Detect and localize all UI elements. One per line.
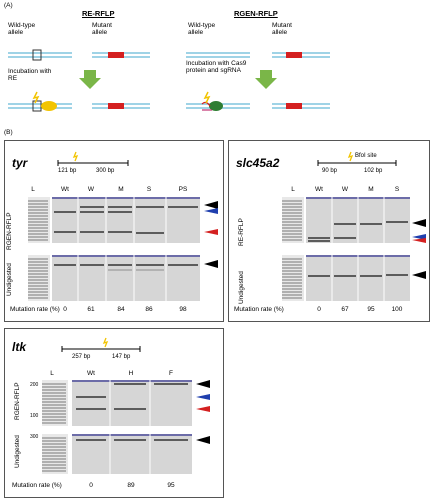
rgen-arrow <box>255 70 277 89</box>
slc45a2-lane-wt: Wt <box>315 186 323 193</box>
slc45a2-lane-l: L <box>291 186 295 193</box>
rgen-rflp-title: RGEN-RFLP <box>234 9 278 18</box>
re-wildtype-dna <box>8 49 72 61</box>
tyr-lane-m: M <box>118 186 124 193</box>
tyr-rate-ps: 98 <box>179 306 187 313</box>
ltk-lane-f: F <box>169 370 173 377</box>
slc45a2-mutation-label: Mutation rate (%) <box>234 306 284 313</box>
re-rflp-diagram <box>8 49 150 112</box>
re-rflp-title: RE-RFLP <box>82 9 115 18</box>
re-wildtype-label: Wild-type allele <box>8 22 36 37</box>
slc45a2-rate-w: 67 <box>341 306 349 313</box>
slc45a2-lane-w: W <box>341 186 349 193</box>
ltk-rate-h: 89 <box>127 482 135 489</box>
tyr-lane-ps: PS <box>178 186 188 193</box>
ltk-map-left: 257 bp <box>72 354 91 360</box>
rgen-mutant-label: Mutant allele <box>272 22 292 37</box>
tyr-lane-s: S <box>146 186 152 193</box>
slc45a2-lane-m: M <box>368 186 374 193</box>
tyr-lane-w: W <box>87 186 95 193</box>
tyr-map-left: 121 bp <box>58 168 77 174</box>
rgen-incubation-label: Incubation with Cas9 protein and sgRNA <box>186 60 247 75</box>
ltk-mutation-label: Mutation rate (%) <box>12 482 62 489</box>
re-mutant-label: Mutant allele <box>92 22 112 37</box>
ltk-ladder-200: 200 <box>30 382 39 388</box>
tyr-mutation-label: Mutation rate (%) <box>10 306 60 313</box>
re-mutant-dna <box>92 52 150 58</box>
slc45a2-gene-name: slc45a2 <box>236 156 280 170</box>
tyr-lane-wt: Wt <box>61 186 69 193</box>
ltk-map-right: 147 bp <box>112 354 131 360</box>
ltk-rate-f: 95 <box>167 482 175 489</box>
rgen-wildtype-cut-dna <box>186 91 250 111</box>
panel-a-label: (A) <box>4 2 13 9</box>
tyr-rate-s: 86 <box>145 306 153 313</box>
tyr-lane-l: L <box>31 186 35 193</box>
ltk-ladder-300: 300 <box>30 434 39 440</box>
rgen-rflp-diagram <box>186 52 330 111</box>
tyr-rate-m: 84 <box>117 306 125 313</box>
tyr-gene-name: tyr <box>12 156 28 170</box>
slc45a2-map-right: 102 bp <box>364 168 383 174</box>
rgen-wildtype-dna <box>186 52 250 58</box>
ltk-rate-wt: 0 <box>89 482 93 489</box>
re-wildtype-cut-dna <box>8 91 72 112</box>
panel-b-label: (B) <box>4 129 13 136</box>
slc45a2-lane-s: S <box>394 186 400 193</box>
ltk-lane-l: L <box>50 370 54 377</box>
ltk-ladder-100: 100 <box>30 413 39 419</box>
tyr-rate-w: 61 <box>87 306 95 313</box>
slc45a2-rate-s: 100 <box>391 306 403 313</box>
slc45a2-rate-wt: 0 <box>317 306 321 313</box>
slc45a2-site-label: BfoI site <box>355 153 377 159</box>
re-arrow <box>79 70 101 89</box>
tyr-rate-wt: 0 <box>63 306 67 313</box>
ltk-lane-wt: Wt <box>87 370 95 377</box>
rgen-mutant-dna <box>272 52 330 58</box>
tyr-map-right: 300 bp <box>96 168 115 174</box>
rgen-wildtype-label: Wild-type allele <box>188 22 216 37</box>
rgen-mutant-after-dna <box>272 103 330 109</box>
re-mutant-after-dna <box>92 103 150 109</box>
ltk-lane-h: H <box>128 370 134 377</box>
re-incubation-label: Incubation with RE <box>8 68 52 83</box>
slc45a2-map-left: 90 bp <box>322 168 338 174</box>
slc45a2-rate-m: 95 <box>367 306 375 313</box>
ltk-gene-name: ltk <box>12 340 27 354</box>
